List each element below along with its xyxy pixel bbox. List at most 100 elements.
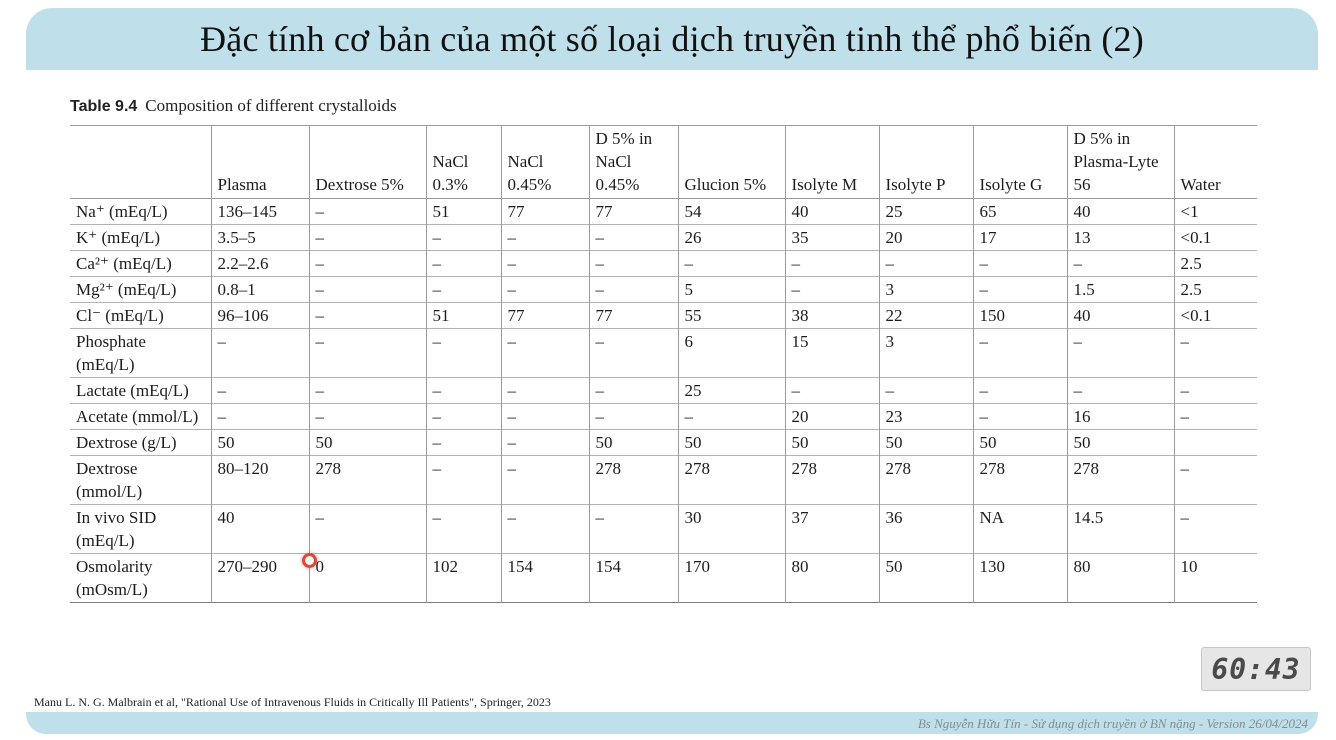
table-body: Na⁺ (mEq/L) 136–145–51 77 77 54 40 25 65 40 <1 K⁺ … bbox=[70, 198, 1257, 603]
value-cell: – bbox=[425, 403, 501, 430]
value-cell: 40 bbox=[1066, 198, 1174, 225]
header-cell: Dextrose 5% bbox=[308, 125, 426, 199]
value-cell: – bbox=[1173, 328, 1257, 378]
value-cell: – bbox=[500, 504, 589, 554]
value-cell: – bbox=[308, 504, 426, 554]
value-cell: 3 bbox=[878, 328, 973, 378]
table-row: Osmolarity (mOsm/L) 270–290 0 102 154 154 170 8… bbox=[70, 553, 1257, 603]
value-cell: 10 bbox=[1173, 553, 1257, 603]
value-cell: – bbox=[677, 403, 785, 430]
value-cell: – bbox=[425, 504, 501, 554]
value-cell: 37 bbox=[784, 504, 879, 554]
value-cell: 22 bbox=[878, 302, 973, 329]
table-caption-text: Composition of different crystalloids bbox=[145, 96, 397, 115]
value-cell: 51 bbox=[425, 302, 501, 329]
value-cell: – bbox=[588, 250, 678, 277]
value-cell: 30 bbox=[677, 504, 785, 554]
header-cell: Isolyte M bbox=[784, 125, 879, 199]
value-cell: 20 bbox=[784, 403, 879, 430]
value-cell: 25 bbox=[677, 377, 785, 404]
value-cell: 77 bbox=[500, 198, 589, 225]
value-cell: 0.8–1 bbox=[210, 276, 309, 303]
value-cell: – bbox=[500, 250, 589, 277]
row-label-cell: Na⁺ (mEq/L) bbox=[76, 202, 168, 221]
value-cell: – bbox=[425, 276, 501, 303]
value-cell: – bbox=[425, 224, 501, 251]
value-cell: – bbox=[308, 276, 426, 303]
value-cell: 36 bbox=[878, 504, 973, 554]
value-cell: – bbox=[500, 403, 589, 430]
value-cell: 270–290 bbox=[210, 553, 309, 603]
value-cell: 50 bbox=[784, 429, 879, 456]
value-cell: – bbox=[500, 328, 589, 378]
value-cell: – bbox=[878, 250, 973, 277]
value-cell: – bbox=[500, 377, 589, 404]
value-cell: 136–145 bbox=[210, 198, 309, 225]
value-cell: 35 bbox=[784, 224, 879, 251]
row-label-cell: In vivo SID (mEq/L) bbox=[76, 508, 157, 550]
value-cell: 80 bbox=[1066, 553, 1174, 603]
value-cell: <1 bbox=[1173, 198, 1257, 225]
value-cell: – bbox=[1173, 504, 1257, 554]
header-cell: D 5% in NaCl 0.45% bbox=[588, 125, 678, 199]
value-cell: – bbox=[308, 377, 426, 404]
header-cell: Plasma bbox=[210, 125, 309, 199]
value-cell: – bbox=[210, 403, 309, 430]
value-cell: – bbox=[500, 276, 589, 303]
slide-title-bar: Đặc tính cơ bản của một số loại dịch tru… bbox=[26, 8, 1318, 70]
value-cell: 23 bbox=[878, 403, 973, 430]
value-cell: 278 bbox=[972, 455, 1067, 505]
value-cell: 2.2–2.6 bbox=[210, 250, 309, 277]
value-cell: 14.5 bbox=[1066, 504, 1174, 554]
value-cell: – bbox=[1173, 377, 1257, 404]
value-cell: 50 bbox=[878, 429, 973, 456]
table-row: Acetate (mmol/L) – – – – – –20 23–16– bbox=[70, 403, 1257, 430]
row-label-cell: Ca²⁺ (mEq/L) bbox=[76, 254, 172, 273]
value-cell: – bbox=[784, 250, 879, 277]
value-cell: 77 bbox=[588, 302, 678, 329]
value-cell: 50 bbox=[1066, 429, 1174, 456]
value-cell: – bbox=[1173, 455, 1257, 505]
value-cell: – bbox=[425, 250, 501, 277]
value-cell: – bbox=[308, 250, 426, 277]
value-cell: 2.5 bbox=[1173, 276, 1257, 303]
value-cell: – bbox=[784, 377, 879, 404]
value-cell: 278 bbox=[308, 455, 426, 505]
value-cell: 51 bbox=[425, 198, 501, 225]
value-cell: 77 bbox=[588, 198, 678, 225]
table-row: Dextrose (mmol/L) 80–120 278– –278 278 278 278… bbox=[70, 455, 1257, 505]
video-timer: 60:43 bbox=[1201, 647, 1311, 691]
value-cell: – bbox=[972, 403, 1067, 430]
value-cell: 5 bbox=[677, 276, 785, 303]
value-cell: 278 bbox=[588, 455, 678, 505]
value-cell: 40 bbox=[210, 504, 309, 554]
value-cell: 50 bbox=[972, 429, 1067, 456]
value-cell: – bbox=[308, 403, 426, 430]
value-cell: – bbox=[308, 328, 426, 378]
value-cell: – bbox=[588, 403, 678, 430]
value-cell: 50 bbox=[210, 429, 309, 456]
value-cell: – bbox=[784, 276, 879, 303]
value-cell: 6 bbox=[677, 328, 785, 378]
row-label-cell: K⁺ (mEq/L) bbox=[76, 228, 161, 247]
header-cell: Water bbox=[1173, 125, 1257, 199]
value-cell: 0 bbox=[308, 553, 426, 603]
value-cell: 26 bbox=[677, 224, 785, 251]
value-cell: – bbox=[1066, 328, 1174, 378]
value-cell: – bbox=[308, 302, 426, 329]
value-cell: – bbox=[972, 276, 1067, 303]
value-cell: <0.1 bbox=[1173, 302, 1257, 329]
value-cell: 130 bbox=[972, 553, 1067, 603]
value-cell: – bbox=[425, 377, 501, 404]
value-cell: – bbox=[425, 429, 501, 456]
table-caption: Table 9.4 Composition of different crysta… bbox=[70, 96, 397, 116]
value-cell: 77 bbox=[500, 302, 589, 329]
value-cell: 170 bbox=[677, 553, 785, 603]
row-label-cell: Osmolarity (mOsm/L) bbox=[76, 557, 153, 599]
value-cell: 25 bbox=[878, 198, 973, 225]
value-cell: 16 bbox=[1066, 403, 1174, 430]
row-label-cell: Dextrose (mmol/L) bbox=[76, 459, 143, 501]
value-cell: – bbox=[588, 276, 678, 303]
slide-footer-bar: Bs Nguyễn Hữu Tín - Sử dụng dịch truyền … bbox=[26, 712, 1318, 734]
value-cell: 80–120 bbox=[210, 455, 309, 505]
